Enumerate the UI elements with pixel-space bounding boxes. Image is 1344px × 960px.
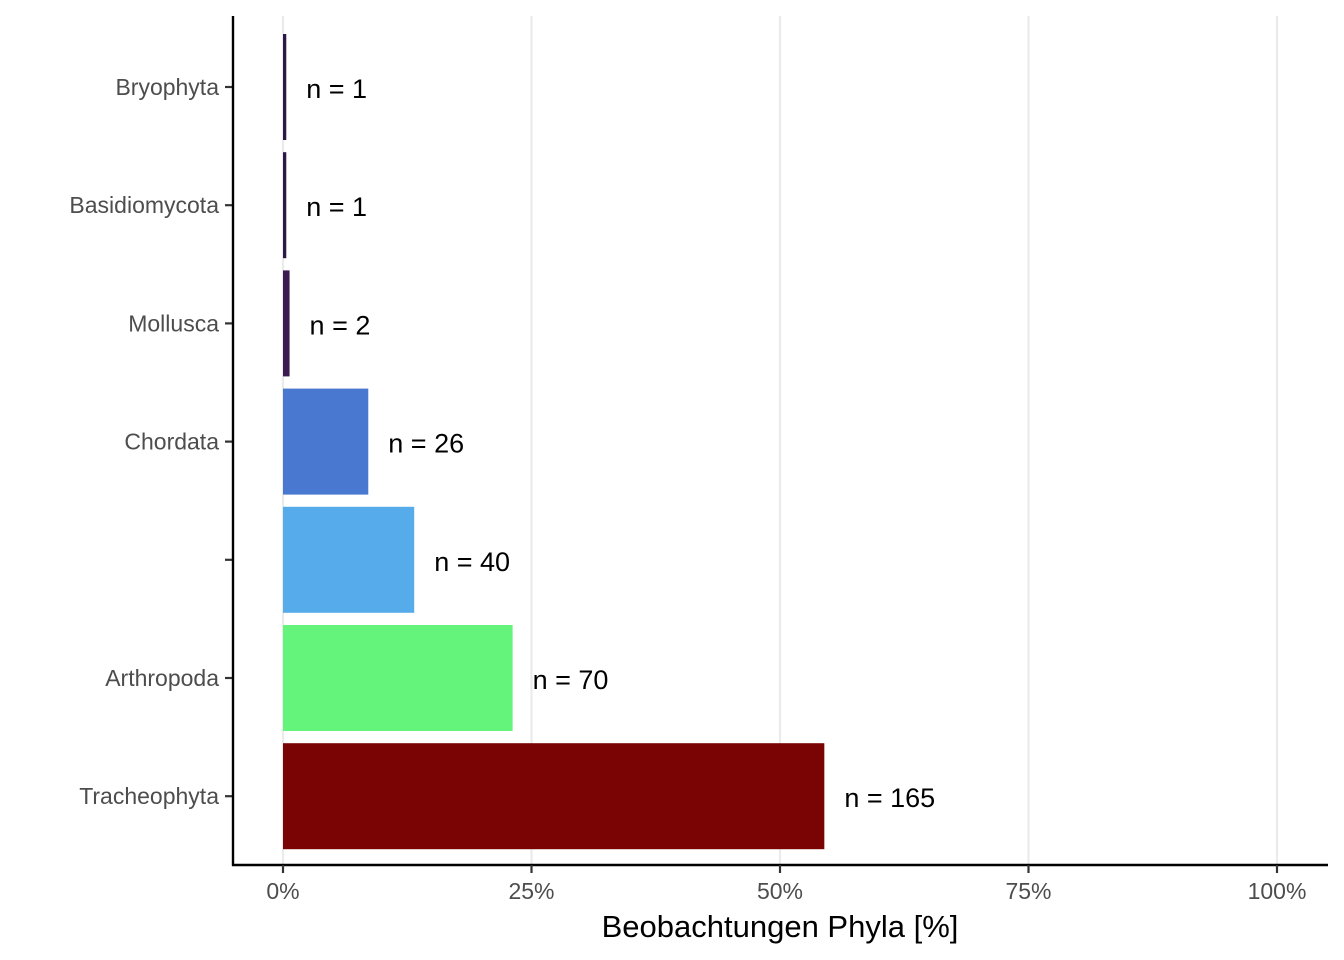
bar (283, 34, 287, 140)
bar-value-label: n = 1 (306, 192, 367, 222)
x-axis-title: Beobachtungen Phyla [%] (602, 909, 959, 944)
bar (283, 506, 415, 613)
bar-value-label: n = 1 (306, 74, 367, 104)
x-tick-label: 0% (266, 878, 299, 904)
bar (283, 270, 290, 377)
bar-value-label: n = 2 (310, 310, 371, 340)
bar-value-label: n = 165 (844, 783, 935, 813)
bar (283, 388, 369, 495)
axes: Bryophyta Basidiomycota Mollusca Chordata Ar… (69, 16, 1328, 904)
y-tick-label: Tracheophyta (79, 783, 219, 809)
bar (283, 625, 513, 731)
bars (283, 34, 825, 850)
x-tick-label: 75% (1005, 878, 1051, 904)
bar-value-label: n = 70 (533, 665, 609, 695)
bar (283, 152, 287, 259)
bar (283, 743, 825, 850)
bar-value-label: n = 26 (388, 429, 464, 459)
y-tick-label: Basidiomycota (69, 192, 219, 218)
bar-value-label: n = 40 (434, 547, 510, 577)
x-tick-label: 100% (1248, 878, 1307, 904)
y-tick-label: Bryophyta (115, 74, 219, 100)
y-tick-label: Mollusca (128, 310, 219, 336)
x-tick-label: 25% (508, 878, 554, 904)
x-tick-label: 50% (757, 878, 803, 904)
y-tick-label: Chordata (124, 429, 219, 455)
bar-labels: n = 1 n = 1 n = 2 n = 26 n = 40 n = 70 n = 165 (306, 74, 935, 813)
y-tick-label: Arthropoda (105, 665, 219, 691)
